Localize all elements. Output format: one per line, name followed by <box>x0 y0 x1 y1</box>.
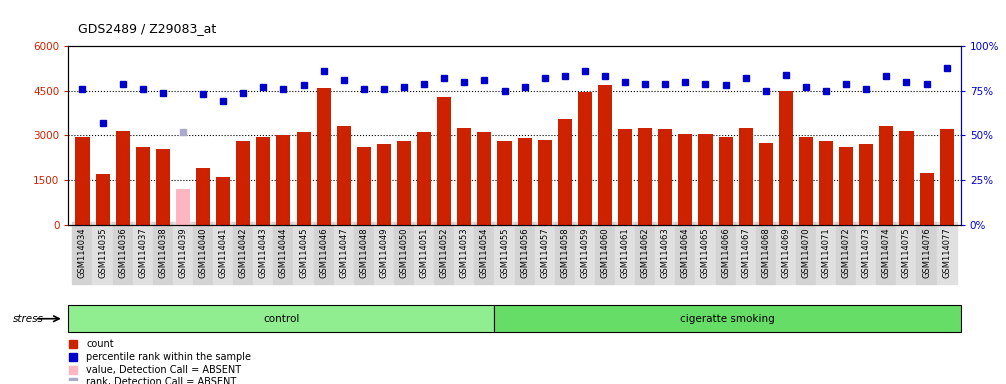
Bar <box>879 126 893 225</box>
Bar <box>779 91 793 225</box>
Bar <box>277 136 291 225</box>
Bar <box>96 174 110 225</box>
Bar <box>638 128 652 225</box>
Bar <box>738 128 752 225</box>
Bar <box>759 143 773 225</box>
Bar <box>839 147 853 225</box>
Text: cigeratte smoking: cigeratte smoking <box>680 314 775 324</box>
Bar <box>236 141 250 225</box>
Bar <box>216 177 230 225</box>
Text: count: count <box>87 339 114 349</box>
Bar <box>658 129 672 225</box>
Bar <box>136 147 150 225</box>
Text: stress: stress <box>13 314 44 324</box>
Bar <box>537 140 551 225</box>
Bar <box>494 305 961 332</box>
Bar <box>698 134 712 225</box>
Bar <box>718 137 732 225</box>
Bar <box>598 85 612 225</box>
Bar <box>257 137 271 225</box>
Bar <box>417 132 432 225</box>
Bar <box>498 141 512 225</box>
Bar <box>438 97 452 225</box>
Bar <box>176 189 190 225</box>
Bar <box>940 129 954 225</box>
Bar <box>397 141 411 225</box>
Text: control: control <box>264 314 300 324</box>
Bar <box>377 144 391 225</box>
Text: percentile rank within the sample: percentile rank within the sample <box>87 352 252 362</box>
Bar <box>859 144 873 225</box>
Bar <box>337 126 351 225</box>
Bar <box>317 88 331 225</box>
Text: GDS2489 / Z29083_at: GDS2489 / Z29083_at <box>78 22 216 35</box>
Bar <box>919 172 934 225</box>
Bar <box>196 168 210 225</box>
Bar <box>678 134 692 225</box>
Bar <box>116 131 130 225</box>
Text: rank, Detection Call = ABSENT: rank, Detection Call = ABSENT <box>87 377 236 384</box>
Bar <box>899 131 913 225</box>
Bar <box>68 305 494 332</box>
Bar <box>819 141 833 225</box>
Bar <box>557 119 571 225</box>
Bar <box>75 137 90 225</box>
Bar <box>156 149 170 225</box>
Bar <box>297 132 311 225</box>
Bar <box>799 137 813 225</box>
Bar <box>618 129 632 225</box>
Text: value, Detection Call = ABSENT: value, Detection Call = ABSENT <box>87 364 241 375</box>
Bar <box>458 128 472 225</box>
Bar <box>577 92 592 225</box>
Bar <box>357 147 371 225</box>
Bar <box>517 138 531 225</box>
Bar <box>478 132 492 225</box>
